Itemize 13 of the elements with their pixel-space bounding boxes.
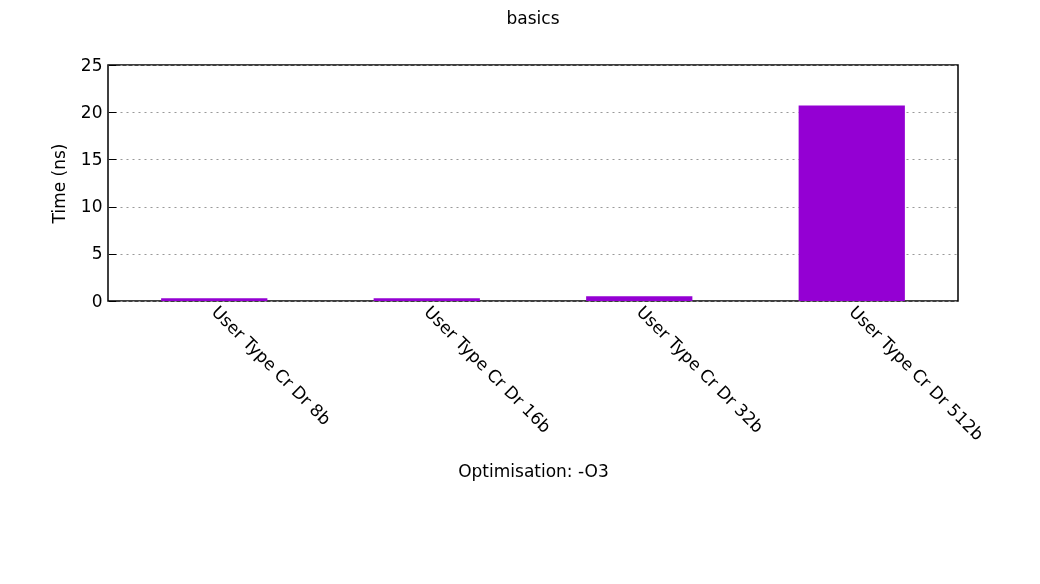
bar [161,298,268,301]
bar [798,105,905,301]
bar [373,298,480,301]
y-tick-label: 25 [80,54,103,75]
y-tick-label: 15 [80,148,103,169]
y-tick-label: 10 [80,196,103,217]
x-axis-title: Optimisation: -O3 [458,460,609,481]
chart-title: basics [506,8,560,28]
y-tick-label: 0 [91,290,103,311]
y-tick-label: 20 [80,101,103,122]
y-axis-title: Time (ns) [48,143,69,225]
bar [586,296,693,301]
y-tick-label: 5 [91,243,103,264]
